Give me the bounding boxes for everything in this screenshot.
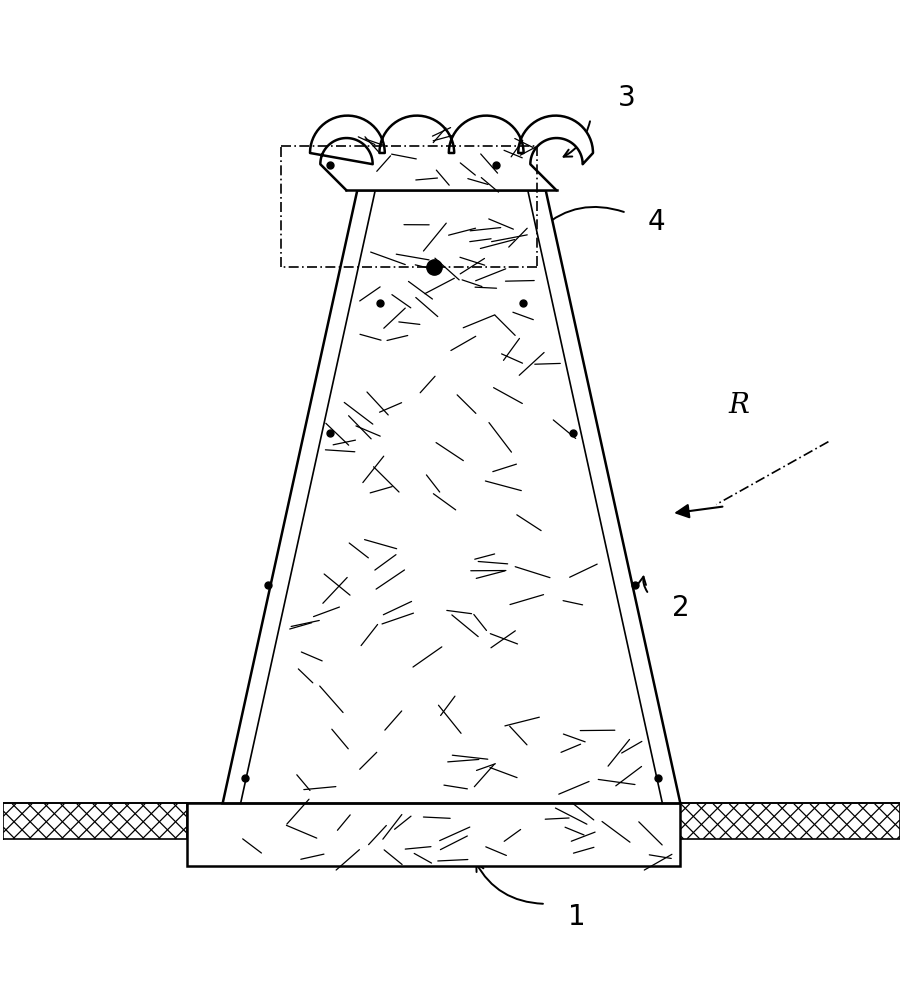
Bar <box>679 803 899 839</box>
Text: 1: 1 <box>567 903 585 931</box>
Text: R: R <box>727 392 749 419</box>
Text: 3: 3 <box>617 84 635 112</box>
Text: 2: 2 <box>671 594 688 622</box>
Text: 4: 4 <box>647 208 664 236</box>
Polygon shape <box>309 116 593 190</box>
Bar <box>3 803 187 839</box>
Bar <box>187 803 679 866</box>
Polygon shape <box>223 190 679 803</box>
